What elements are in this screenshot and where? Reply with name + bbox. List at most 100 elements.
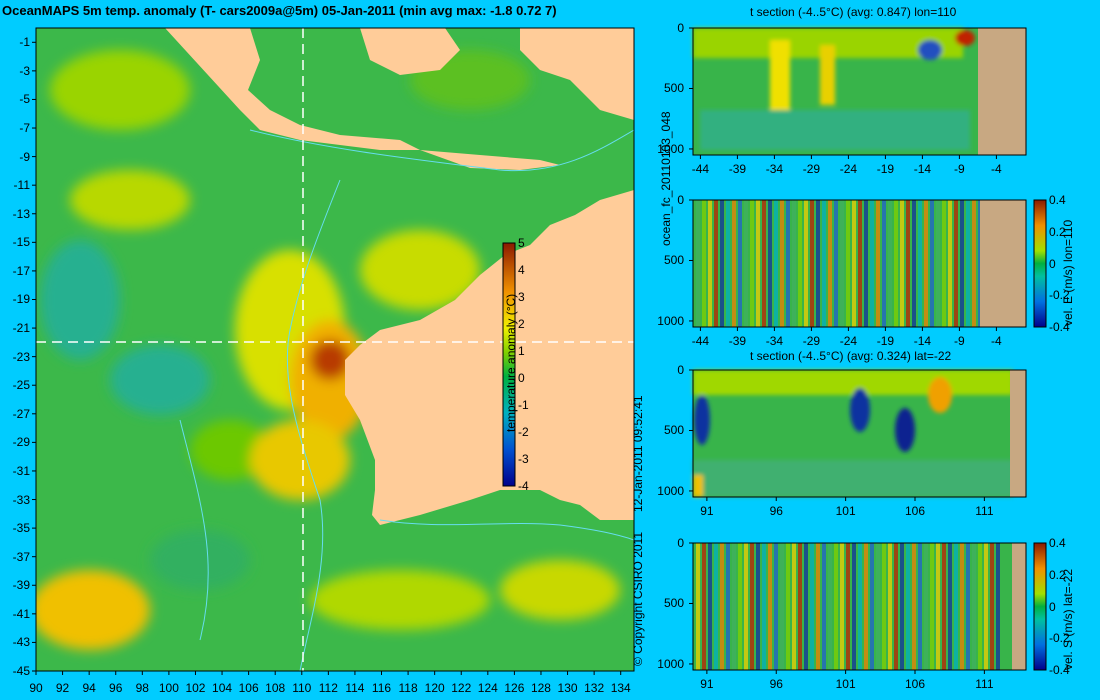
- map-x-tick-label: 96: [109, 681, 123, 695]
- velocity-stripe: [936, 200, 940, 327]
- sumatra-java-landmass: [165, 28, 420, 150]
- vel-s-colorbar: [1033, 542, 1047, 671]
- section4-y-tick-label: 500: [663, 596, 684, 611]
- velocity-stripe: [966, 200, 970, 327]
- map-y-tick-label: -7: [19, 121, 30, 136]
- velocity-stripe: [846, 200, 850, 327]
- velocity-stripe: [852, 200, 856, 327]
- vel-s-colorbar-label: vel. S (m/s) lat=-22: [1061, 568, 1075, 670]
- map-y-tick-label: -43: [12, 635, 30, 650]
- map-y-tick-marks: [32, 41, 36, 672]
- map-x-tick-label: 104: [212, 681, 233, 695]
- velocity-stripe: [696, 543, 700, 670]
- borneo-landmass: [360, 28, 460, 75]
- map-x-tick-label: 118: [398, 681, 418, 695]
- velocity-stripe: [792, 543, 796, 670]
- map-x-tick-label: 126: [504, 681, 525, 695]
- section2-y-tick-label: 1000: [657, 313, 684, 328]
- map-x-tick-label: 90: [29, 681, 43, 695]
- section4-colorbar-tick-label: 0: [1049, 599, 1056, 614]
- section-tick-marks: [689, 27, 997, 674]
- section2-colorbar-tick-label: 0.4: [1049, 193, 1066, 207]
- velocity-stripe: [750, 200, 754, 327]
- velocity-stripe: [816, 543, 820, 670]
- velocity-stripe: [726, 200, 730, 327]
- section4-x-tick-label: 111: [975, 677, 994, 691]
- section3-plot: [692, 369, 1027, 498]
- velocity-stripe: [750, 543, 754, 670]
- section4-x-tick-label: 91: [700, 677, 714, 691]
- velocity-stripe: [708, 543, 712, 670]
- velocity-stripe: [834, 200, 838, 327]
- map-x-tick-label: 130: [557, 681, 578, 695]
- velocity-stripe: [858, 543, 862, 670]
- velocity-stripe: [942, 200, 946, 327]
- velocity-stripe: [768, 543, 772, 670]
- section1-x-tick-label: -24: [839, 162, 858, 176]
- section1-y-tick-label: 500: [663, 81, 684, 96]
- velocity-stripe: [774, 200, 778, 327]
- velocity-stripe: [780, 543, 784, 670]
- map-y-tick-label: -11: [13, 178, 30, 193]
- velocity-stripe: [864, 543, 868, 670]
- section2-x-tick-label: -19: [876, 334, 895, 348]
- map-y-tick-label: -31: [12, 463, 30, 478]
- map-y-tick-label: -27: [12, 406, 30, 421]
- vel-e-colorbar: [1033, 199, 1047, 328]
- map-x-tick-label: 116: [371, 681, 392, 695]
- velocity-stripe: [864, 200, 868, 327]
- map-x-tick-label: 120: [424, 681, 445, 695]
- velocity-stripe: [816, 200, 820, 327]
- velocity-stripe: [726, 543, 730, 670]
- velocity-stripe: [888, 200, 892, 327]
- velocity-stripe: [930, 200, 934, 327]
- velocity-stripe: [792, 200, 796, 327]
- section3-x-tick-label: 91: [700, 504, 714, 518]
- section3-y-tick-label: 1000: [657, 483, 684, 498]
- velocity-stripe: [762, 200, 766, 327]
- section2-x-tick-label: -39: [728, 334, 747, 348]
- map-y-tick-label: -1: [19, 35, 30, 50]
- section1-x-tick-label: -9: [954, 162, 965, 176]
- temp-colorbar-label: temperature anomaly (°C): [504, 293, 518, 432]
- temp-colorbar-tick-label: 3: [518, 290, 525, 304]
- map-x-tick-label: 122: [451, 681, 472, 695]
- velocity-stripe: [804, 200, 808, 327]
- velocity-stripe: [822, 543, 826, 670]
- map-y-tick-label: -3: [19, 63, 30, 78]
- map-y-tick-label: -13: [12, 206, 30, 221]
- section4-y-tick-label: 0: [677, 536, 684, 550]
- velocity-stripe: [762, 543, 766, 670]
- section4-colorbar-tick-label: -0.2: [1049, 631, 1070, 646]
- section2-x-tick-label: -34: [765, 334, 784, 348]
- map-y-tick-label: -25: [12, 378, 30, 393]
- section2-plot: [692, 199, 1027, 328]
- velocity-stripe: [924, 200, 928, 327]
- velocity-stripe: [960, 200, 964, 327]
- section2-y-tick-label: 500: [663, 253, 684, 268]
- section4-x-tick-label: 106: [904, 677, 926, 691]
- map-y-tick-label: -23: [12, 349, 30, 364]
- section2-x-tick-label: -29: [802, 334, 821, 348]
- velocity-stripe: [768, 200, 772, 327]
- velocity-stripe: [810, 200, 814, 327]
- section3-y-tick-label: 0: [677, 363, 684, 377]
- velocity-stripe: [942, 543, 946, 670]
- map-x-tick-label: 106: [238, 681, 259, 695]
- map-y-tick-label: -21: [12, 321, 30, 336]
- velocity-stripe: [906, 543, 910, 670]
- map-y-tick-label: -45: [12, 664, 30, 678]
- section3-x-tick-label: 101: [835, 504, 856, 518]
- map-y-tick-label: -29: [12, 435, 30, 450]
- velocity-stripe: [912, 200, 916, 327]
- velocity-stripe: [876, 543, 880, 670]
- velocity-stripe: [696, 200, 700, 327]
- velocity-stripe: [702, 200, 706, 327]
- section1-x-tick-label: -19: [876, 162, 895, 176]
- map-y-tick-label: -41: [12, 606, 30, 621]
- velocity-stripe: [840, 200, 844, 327]
- section4-plot: [692, 542, 1027, 671]
- velocity-stripe: [756, 543, 760, 670]
- velocity-stripe: [840, 543, 844, 670]
- velocity-stripe: [738, 200, 742, 327]
